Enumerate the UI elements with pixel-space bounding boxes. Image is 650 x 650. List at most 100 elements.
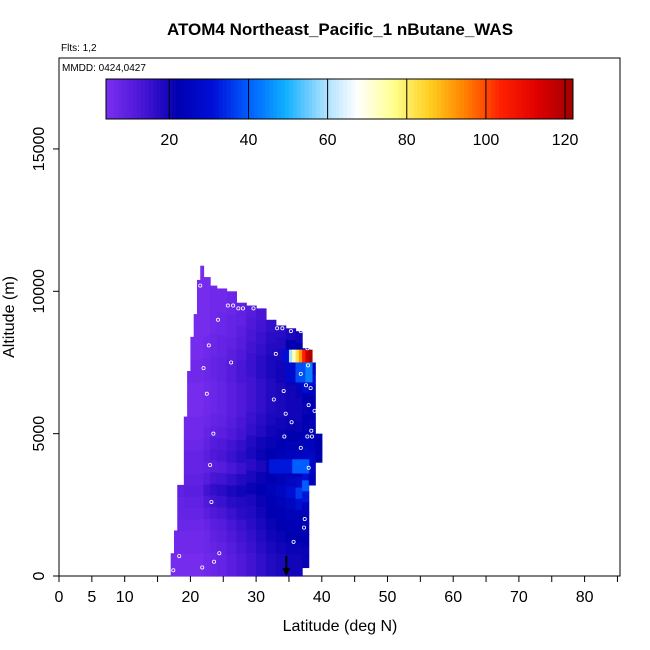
heatmap-cell <box>187 393 192 406</box>
heatmap-cell <box>190 427 195 440</box>
heatmap-cell <box>285 564 297 577</box>
heatmap-cell <box>285 395 297 408</box>
heatmap-cell <box>265 378 277 391</box>
heatmap-cell <box>226 564 237 577</box>
heatmap-cell <box>216 541 228 554</box>
colorbar-segment <box>214 79 220 119</box>
heatmap-cell <box>190 336 195 349</box>
heatmap-cell <box>196 302 201 315</box>
heatmap-cell <box>265 494 277 507</box>
heatmap-cell <box>226 291 237 304</box>
heatmap-cell <box>196 405 201 418</box>
heatmap-cell <box>210 413 218 426</box>
sample-point <box>188 300 193 305</box>
colorbar-segment <box>561 79 566 119</box>
heatmap-cell <box>275 530 287 543</box>
heatmap-cell <box>285 497 297 510</box>
heatmap-cell <box>200 449 205 462</box>
heatmap-cell <box>265 343 277 356</box>
heatmap-cell <box>196 530 201 543</box>
colorbar-segment <box>432 79 438 119</box>
colorbar-segment <box>144 79 150 119</box>
heatmap-cell <box>246 481 257 495</box>
heatmap-cell <box>295 420 303 432</box>
heatmap-cell <box>216 553 228 566</box>
sample-point <box>229 360 234 365</box>
heatmap-cell <box>246 305 257 318</box>
heatmap-cell <box>302 523 310 536</box>
colorbar-segment <box>211 79 216 119</box>
heatmap-cell <box>256 471 267 484</box>
heatmap-cell <box>256 517 267 531</box>
colorbar-segment <box>487 79 492 119</box>
heatmap-cell <box>295 486 303 499</box>
heatmap-cell <box>305 362 313 383</box>
heatmap-cell <box>190 382 195 395</box>
sample-point <box>273 351 278 356</box>
colorbar-segment <box>176 79 181 119</box>
heatmap-cell <box>236 371 247 384</box>
x-tick-label: 5 <box>87 589 96 606</box>
heatmap-cell <box>246 564 257 577</box>
heatmap-cell <box>190 393 195 406</box>
sample-point <box>271 397 276 402</box>
heatmap-cell <box>203 403 211 416</box>
heatmap-cell <box>196 359 201 372</box>
colorbar-segment <box>386 79 391 119</box>
colorbar-segment <box>569 79 574 119</box>
heatmap-cell <box>236 473 247 486</box>
heatmap-cell <box>246 423 257 436</box>
heatmap-cell <box>295 498 303 510</box>
heatmap-cell <box>246 458 257 471</box>
heatmap-cell <box>256 354 267 368</box>
colorbar-segment <box>495 79 500 119</box>
heatmap-cell <box>200 495 205 508</box>
heatmap-cell <box>216 391 228 405</box>
heatmap-cell <box>193 462 198 475</box>
heatmap-cell <box>298 349 303 363</box>
heatmap-cell <box>265 517 277 531</box>
colorbar-segment <box>358 79 364 119</box>
heatmap-cell <box>203 449 211 462</box>
colorbar-segment <box>351 79 356 119</box>
colorbar-segment <box>347 79 352 119</box>
heatmap-cell <box>196 484 201 497</box>
heatmap-cell <box>187 462 192 475</box>
sample-point <box>201 366 206 371</box>
heatmap-cell <box>285 328 297 341</box>
heatmap-cell <box>196 439 201 452</box>
colorbar-segment <box>195 79 200 119</box>
flights-label: Flts: 1,2 <box>61 43 97 54</box>
heatmap-cell <box>187 416 192 429</box>
heatmap-cell <box>285 553 297 566</box>
colorbar-segment <box>401 79 407 119</box>
colorbar-segment <box>514 79 520 119</box>
heatmap-cell <box>246 399 257 412</box>
heatmap-cell <box>190 507 195 520</box>
heatmap-cell <box>203 415 211 428</box>
heatmap-cell <box>236 519 247 532</box>
heatmap-cell <box>265 319 277 333</box>
heatmap-cell <box>236 348 247 361</box>
colorbar-segment <box>242 79 247 119</box>
heatmap-cell <box>216 483 228 497</box>
heatmap-cell <box>210 541 218 554</box>
heatmap-cell <box>183 473 188 486</box>
colorbar-segment <box>152 79 158 119</box>
sample-point <box>291 539 296 544</box>
colorbar-segment <box>382 79 387 119</box>
heatmap-cell <box>196 348 201 361</box>
colorbar-segment <box>491 79 496 119</box>
colorbar-segment <box>440 79 446 119</box>
colorbar-frame <box>105 78 574 120</box>
heatmap-cell <box>246 540 257 554</box>
heatmap-cell <box>308 451 316 464</box>
sample-point <box>275 326 280 331</box>
heatmap-cell <box>183 564 188 577</box>
colorbar-tick-label: 120 <box>552 132 579 149</box>
colorbar-segment <box>335 79 340 119</box>
colorbar-segment <box>378 79 383 119</box>
heatmap-cell <box>275 473 287 486</box>
heatmap-cell <box>246 505 257 518</box>
colorbar-segment <box>393 79 399 119</box>
